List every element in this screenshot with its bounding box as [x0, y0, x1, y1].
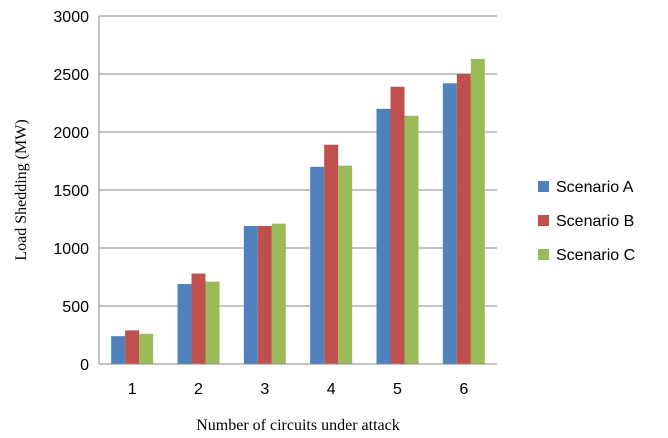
legend-swatch — [538, 249, 549, 260]
y-tick-label: 1500 — [53, 183, 89, 200]
bar-scenario-a-1 — [111, 336, 126, 364]
axes — [98, 16, 497, 365]
bar-scenario-c-4 — [338, 165, 353, 364]
y-tick-label: 500 — [62, 299, 89, 316]
bar-scenario-a-4 — [310, 166, 325, 364]
x-tick-label: 4 — [327, 381, 336, 398]
bar-scenario-b-5 — [390, 86, 405, 364]
bar-scenario-a-6 — [442, 83, 457, 364]
bar-scenario-a-5 — [376, 108, 391, 364]
bar-scenario-c-2 — [205, 281, 220, 364]
bar-scenario-b-1 — [125, 330, 140, 364]
bar-scenario-c-3 — [271, 223, 286, 364]
x-tick-labels: 1 2 3 4 5 6 — [128, 381, 469, 398]
bars — [111, 58, 485, 365]
bar-scenario-c-1 — [139, 333, 154, 364]
y-tick-label: 3000 — [53, 9, 89, 26]
x-tick-label: 5 — [393, 381, 402, 398]
gridlines — [99, 15, 497, 307]
legend: Scenario A Scenario B Scenario C — [538, 179, 635, 264]
bar-scenario-b-2 — [191, 273, 206, 364]
y-axis-title: Load Shedding (MW) — [13, 119, 30, 260]
legend-label: Scenario B — [556, 213, 634, 230]
x-tick-label: 1 — [128, 381, 137, 398]
bar-scenario-b-6 — [456, 74, 471, 364]
x-tick-label: 6 — [459, 381, 468, 398]
legend-label: Scenario A — [556, 179, 634, 196]
legend-swatch — [538, 215, 549, 226]
bar-scenario-c-5 — [404, 115, 419, 364]
bar-scenario-a-3 — [243, 225, 258, 364]
y-tick-label: 2500 — [53, 67, 89, 84]
x-tick-label: 2 — [194, 381, 203, 398]
bar-scenario-a-2 — [177, 283, 192, 364]
bar-scenario-c-6 — [470, 58, 485, 365]
legend-label: Scenario C — [556, 247, 635, 264]
legend-swatch — [538, 181, 549, 192]
bar-scenario-b-3 — [257, 225, 272, 364]
x-axis-title: Number of circuits under attack — [196, 417, 399, 434]
y-tick-label: 1000 — [53, 241, 89, 258]
y-tick-labels: 0 500 1000 1500 2000 2500 3000 — [53, 9, 89, 374]
bar-scenario-b-4 — [324, 144, 339, 364]
y-tick-label: 2000 — [53, 125, 89, 142]
x-tick-label: 3 — [260, 381, 269, 398]
y-tick-label: 0 — [80, 357, 89, 374]
